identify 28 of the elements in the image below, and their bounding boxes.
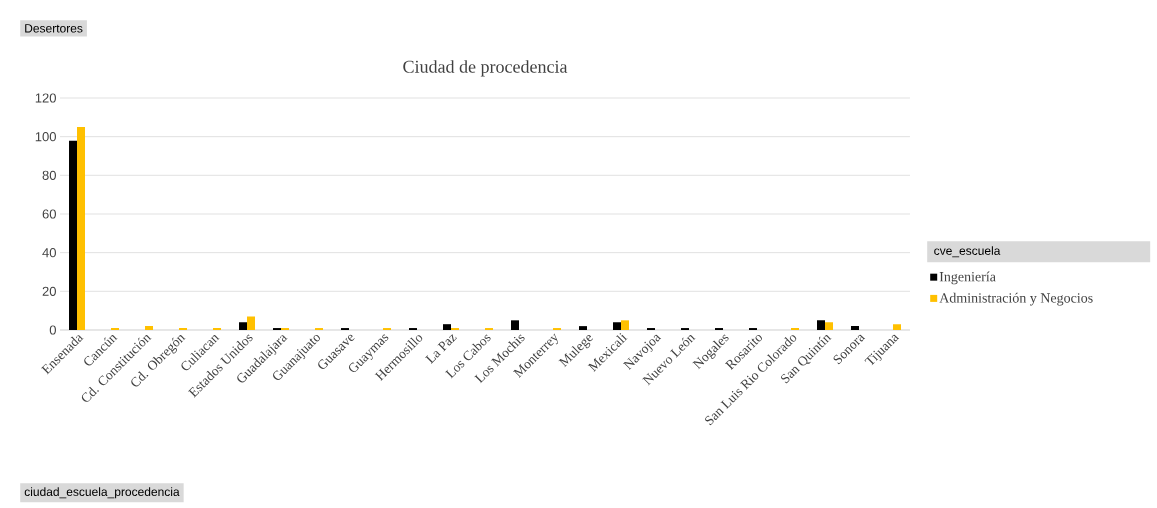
bar (579, 326, 587, 330)
y-tick-label: 0 (49, 325, 56, 335)
legend-title: cve_escuela (934, 246, 1001, 258)
legend-label: Administración y Negocios (939, 292, 1093, 306)
y-tick-label: 120 (35, 93, 56, 103)
bar (817, 320, 825, 330)
bar (145, 326, 154, 330)
y-tick-label: 100 (35, 132, 56, 142)
bar (621, 320, 629, 330)
bar (851, 326, 859, 330)
y-tick-label: 40 (42, 248, 56, 258)
y-tick-label: 20 (42, 286, 56, 296)
bar (443, 324, 452, 330)
bar (825, 322, 833, 330)
x-tick-label: La Paz (425, 334, 457, 364)
text: ciudad_escuela_procedencia (24, 487, 180, 499)
bar (613, 322, 622, 330)
y-tick-label: 80 (42, 170, 56, 180)
chart-title: Ciudad de procedencia (403, 60, 568, 77)
bar (511, 320, 520, 330)
text: Desertores (25, 24, 83, 33)
bar (893, 324, 901, 330)
legend-label: Ingeniería (939, 271, 996, 285)
bar (69, 140, 78, 330)
bar (77, 126, 86, 330)
bar (247, 316, 256, 330)
y-tick-label: 60 (42, 209, 56, 219)
bar (239, 322, 248, 330)
